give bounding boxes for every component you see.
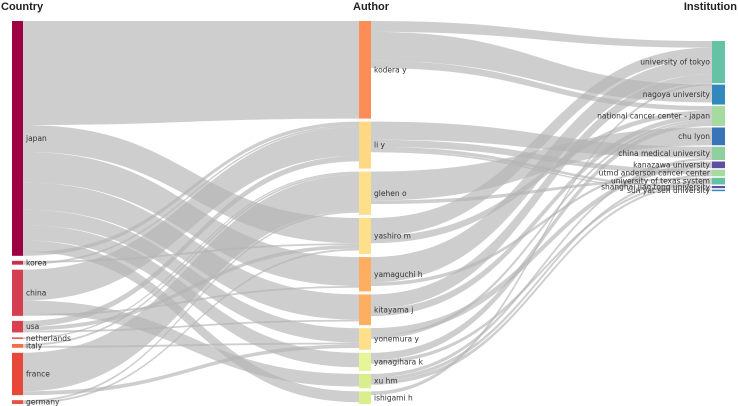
node-yonemura[interactable] <box>359 328 371 350</box>
link-yanagihara-ncc <box>371 121 712 361</box>
link-yamaguchi-kanazawa <box>371 161 712 286</box>
node-ishigami[interactable] <box>359 391 371 404</box>
link-kitayama-ncc <box>371 114 712 317</box>
node-usa[interactable] <box>12 320 23 333</box>
link-china-li <box>23 127 359 301</box>
node-kanazawa[interactable] <box>712 161 725 169</box>
link-xu-cmu <box>371 157 712 378</box>
node-japan[interactable] <box>12 21 23 256</box>
link-kitayama-tokyo <box>371 74 712 309</box>
link-kodera-ncc <box>371 60 712 111</box>
label-yamaguchi: yamaguchi h <box>374 270 423 279</box>
label-texas: university of texas system <box>611 177 710 186</box>
link-korea-yashiro <box>23 243 359 263</box>
node-kodera[interactable] <box>359 21 371 119</box>
label-lyon: chu lyon <box>678 132 710 141</box>
label-italy: italy <box>26 341 43 350</box>
link-italy-glehen <box>23 173 359 346</box>
link-yashiro-tokyo <box>371 47 712 237</box>
node-italy[interactable] <box>12 343 23 348</box>
link-xu-texas <box>371 182 712 385</box>
node-lyon[interactable] <box>712 127 725 146</box>
node-xu[interactable] <box>359 373 371 389</box>
node-mdanderson[interactable] <box>712 169 725 177</box>
link-france-yonemura <box>23 344 359 396</box>
node-france[interactable] <box>12 352 23 396</box>
label-cmu: china medical university <box>618 149 710 158</box>
link-china-xu <box>23 300 359 387</box>
link-yonemura-ncc <box>371 119 712 339</box>
node-germany[interactable] <box>12 400 23 404</box>
link-kodera-tokyo <box>371 21 712 48</box>
flow-links <box>23 21 712 404</box>
link-japan-ishigami <box>23 240 359 403</box>
link-yanagihara-texas <box>371 180 712 364</box>
link-ishigami-tokyo <box>371 83 712 395</box>
node-korea[interactable] <box>12 260 23 265</box>
link-germany-glehen <box>23 210 359 403</box>
label-kitayama: kitayama j <box>374 305 413 314</box>
label-li: li y <box>374 141 386 150</box>
node-yamaguchi[interactable] <box>359 257 371 292</box>
label-kanazawa: kanazawa university <box>633 160 710 169</box>
node-cmu[interactable] <box>712 146 725 161</box>
node-glehen[interactable] <box>359 171 371 215</box>
node-netherlands[interactable] <box>12 337 23 339</box>
label-mdanderson: utmd anderson cancer center <box>599 169 711 178</box>
column-title-author: Author <box>353 1 390 13</box>
label-kodera: kodera y <box>374 65 407 74</box>
node-sysu[interactable] <box>712 189 725 192</box>
link-yonemura-kanazawa <box>371 163 712 336</box>
link-yamaguchi-tokyo <box>371 58 712 283</box>
node-texas[interactable] <box>712 177 725 185</box>
label-xu: xu hm <box>374 377 398 386</box>
node-nagoya[interactable] <box>712 84 725 105</box>
label-ncc: national cancer center - japan <box>597 112 710 121</box>
link-netherlands-glehen <box>23 171 359 339</box>
nodes <box>12 21 725 404</box>
column-title-country: Country <box>1 1 44 13</box>
node-yashiro[interactable] <box>359 217 371 255</box>
link-xu-mdanderson <box>371 174 712 382</box>
label-yashiro: yashiro m <box>374 232 411 241</box>
label-ishigami: ishigami h <box>374 393 413 402</box>
label-usa: usa <box>26 322 39 331</box>
label-sysu: sun yat sen university <box>627 186 710 195</box>
label-yonemura: yonemura y <box>374 335 420 344</box>
node-tokyo[interactable] <box>712 41 725 84</box>
label-japan: japan <box>25 134 47 143</box>
node-li[interactable] <box>359 121 371 169</box>
link-usa-li <box>23 155 359 327</box>
link-japan-kitayama <box>23 182 359 320</box>
node-sjtu[interactable] <box>712 185 725 189</box>
link-germany-yashiro <box>23 248 359 404</box>
link-korea-li <box>23 125 359 265</box>
node-china[interactable] <box>12 269 23 316</box>
label-korea: korea <box>26 258 47 267</box>
column-title-institution: Institution <box>683 1 737 13</box>
label-yanagihara: yanagihara k <box>374 357 424 366</box>
node-yanagihara[interactable] <box>359 352 371 371</box>
label-netherlands: netherlands <box>26 334 71 343</box>
label-france: france <box>26 370 50 379</box>
label-china: china <box>26 288 46 297</box>
label-sjtu: shanghai jiao tong university <box>601 183 710 192</box>
link-france-glehen <box>23 174 359 392</box>
label-germany: germany <box>26 398 60 406</box>
link-japan-li <box>23 121 359 256</box>
node-kitayama[interactable] <box>359 294 371 326</box>
label-glehen: glehen o <box>374 189 407 198</box>
link-japan-kodera <box>23 21 359 125</box>
label-nagoya: nagoya university <box>643 90 711 99</box>
node-ncc[interactable] <box>712 106 725 126</box>
label-tokyo: university of tokyo <box>640 58 710 67</box>
